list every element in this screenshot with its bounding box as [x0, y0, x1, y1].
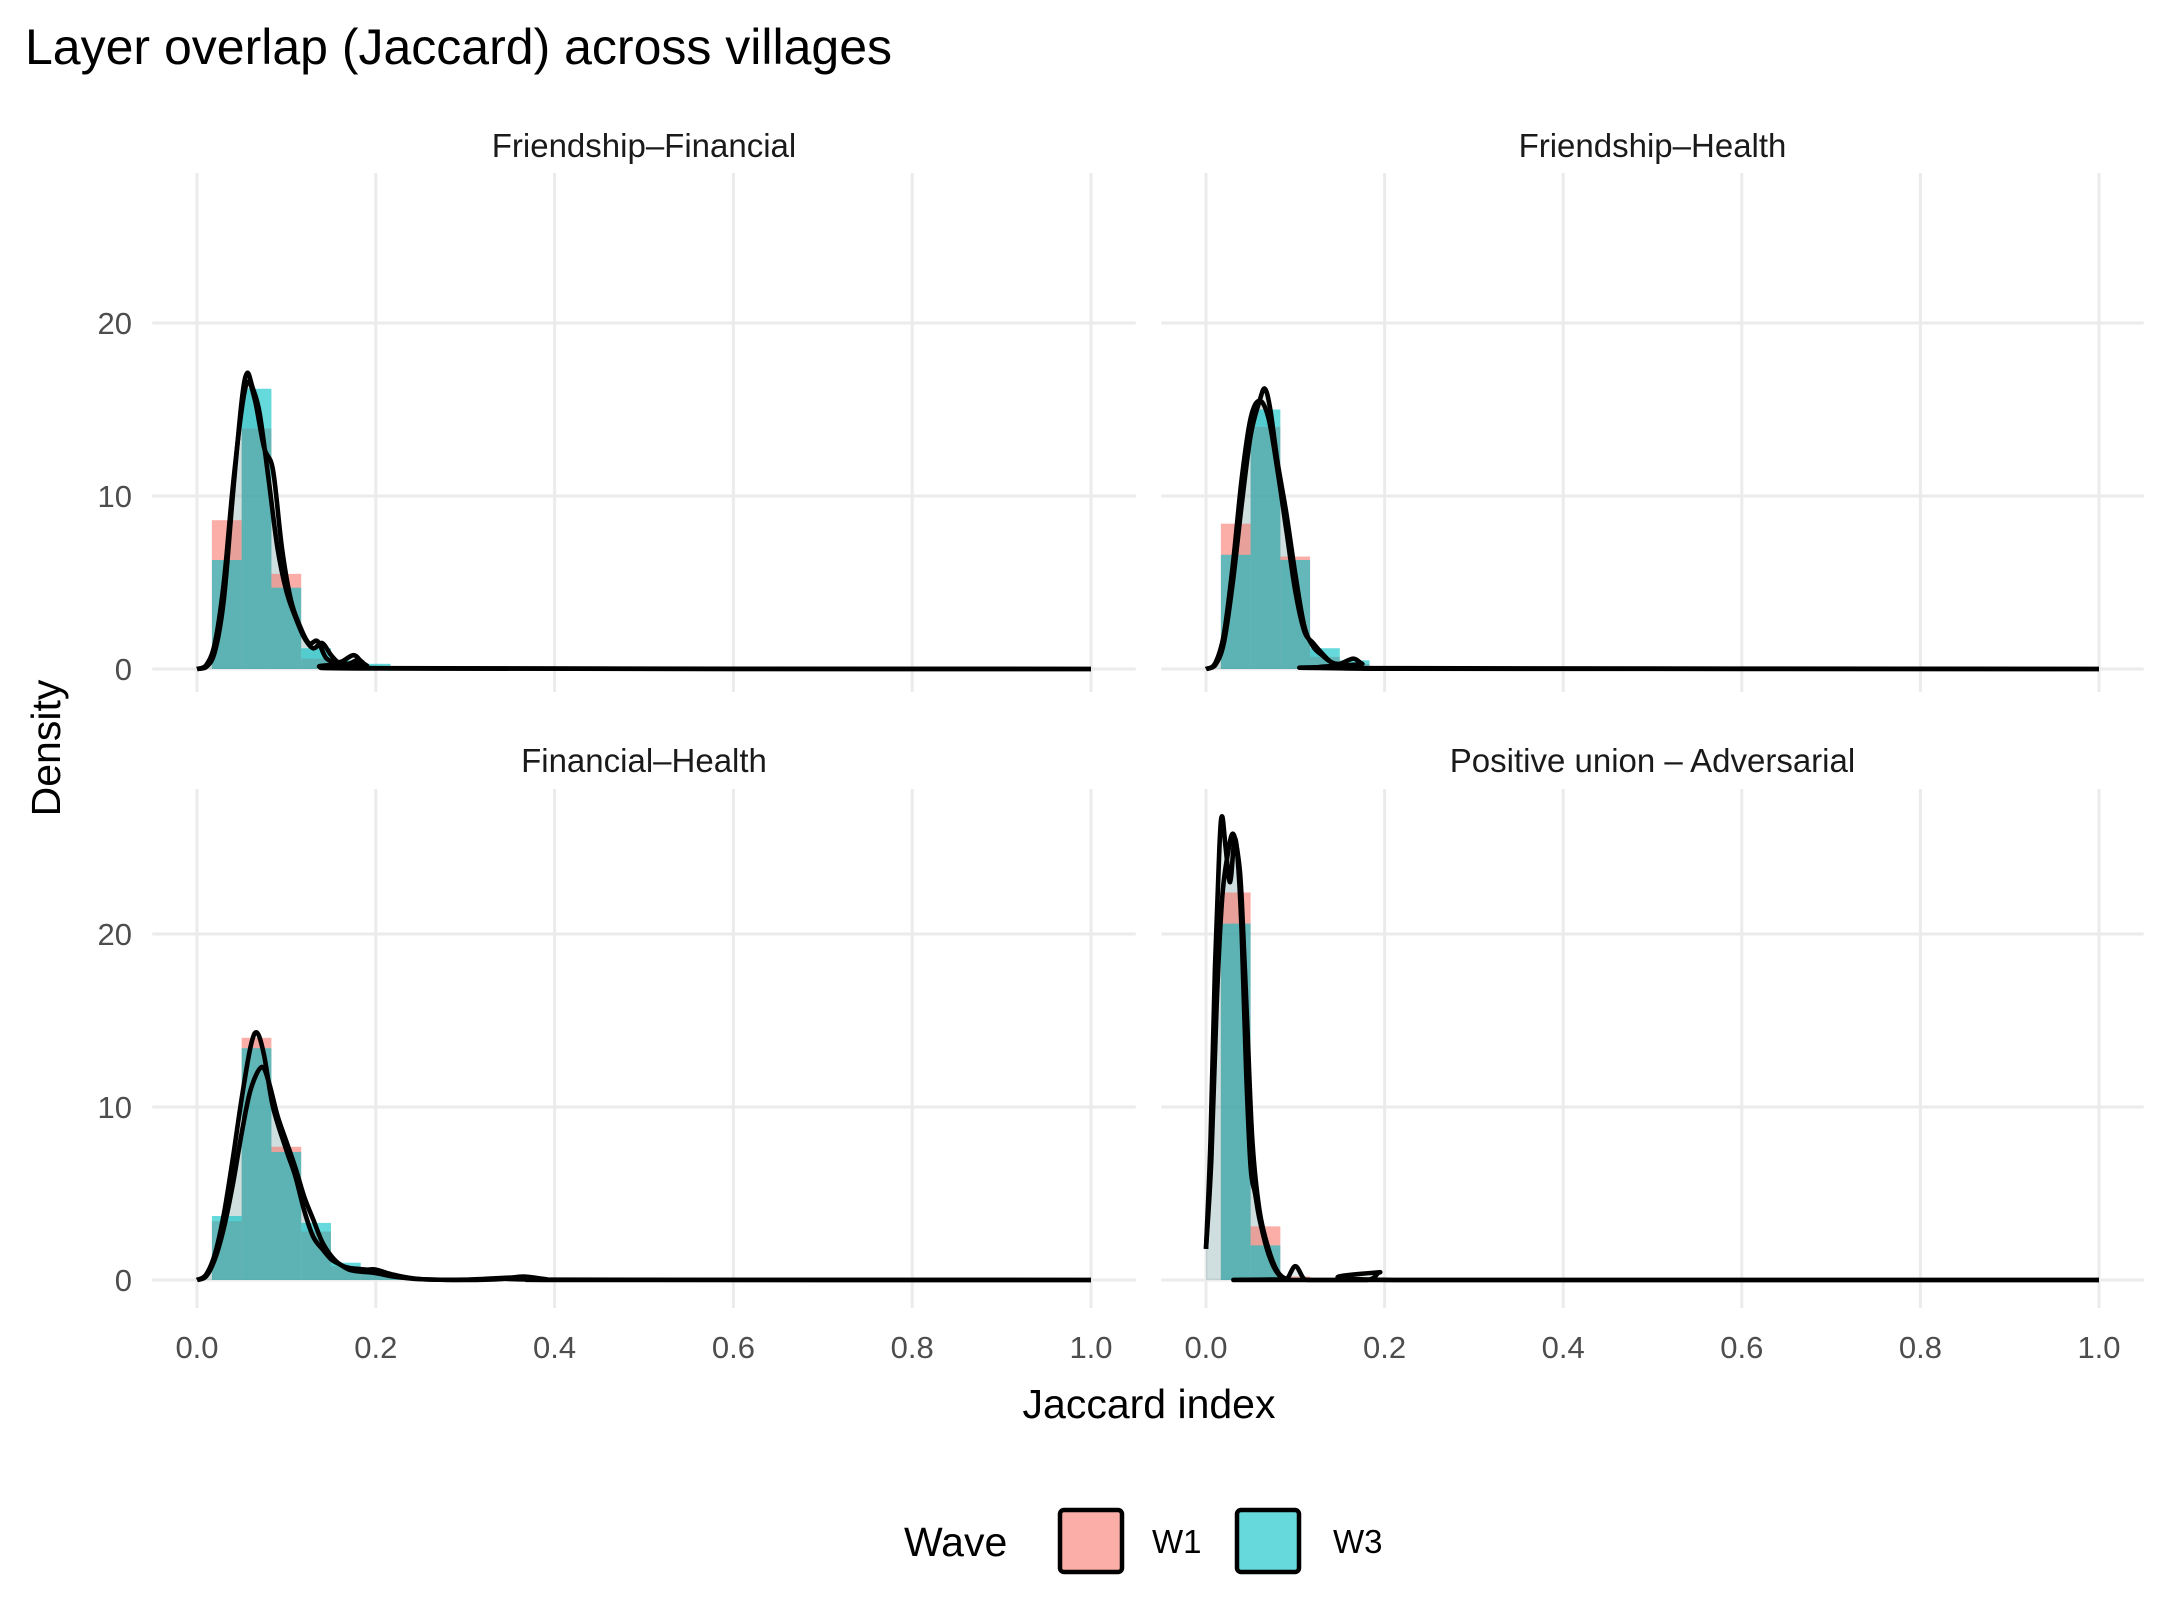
x-tick-label: 1.0: [1069, 1330, 1112, 1365]
panel-3: Financial–Health 0 10 20 0.0 0.2 0.4 0.6 0.8 1.0: [98, 742, 1136, 1365]
legend-key-w1: [1057, 1507, 1125, 1575]
y-tick-label: 20: [98, 306, 132, 341]
y-axis-title: Density: [23, 679, 69, 816]
density-fill-w3: [197, 381, 1091, 669]
facet-strip-label: Friendship–Financial: [492, 127, 797, 164]
legend-label-w1: W1: [1152, 1523, 1202, 1560]
x-axis-title: Jaccard index: [1023, 1381, 1276, 1427]
density-line-w1: [1204, 398, 2100, 672]
panel-4: Positive union – Adversarial 0.0 0.2 0.4 0.6…: [1161, 742, 2144, 1365]
density-fill-w1: [197, 1032, 1091, 1280]
panel-2: Friendship–Health: [1161, 127, 2144, 692]
density-fill-w1: [1206, 816, 2099, 1280]
panel-1: Friendship–Financial 0 10 20: [98, 127, 1136, 692]
y-tick-label: 0: [115, 652, 132, 687]
panels: Friendship–Financial 0 10 20 Friendship–Heal…: [98, 127, 2144, 1365]
x-tick-label: 0.4: [1542, 1330, 1585, 1365]
y-tick-label: 10: [98, 479, 132, 514]
density-line-w3: [196, 379, 1092, 672]
histogram-bar-w3: [241, 1048, 272, 1280]
chart-title: Layer overlap (Jaccard) across villages: [25, 19, 892, 75]
y-tick-label: 20: [98, 917, 132, 952]
x-tick-label: 1.0: [2077, 1330, 2120, 1365]
legend-title: Wave: [904, 1519, 1007, 1565]
x-tick-label: 0.6: [1720, 1330, 1763, 1365]
density-line-w3: [1203, 831, 2099, 1283]
density-fill-w1: [197, 372, 1091, 669]
x-tick-label: 0.4: [533, 1330, 576, 1365]
x-tick-label: 0.0: [1184, 1330, 1227, 1365]
density-fill-w3: [1206, 388, 2099, 669]
histogram-bar-w3: [271, 587, 302, 669]
y-tick-label: 10: [98, 1090, 132, 1125]
density-line-w1: [196, 370, 1092, 672]
density-fill-w3: [1206, 833, 2099, 1280]
x-tick-label: 0.8: [891, 1330, 934, 1365]
density-line-w3: [1205, 386, 2100, 672]
legend-label-w3: W3: [1333, 1523, 1383, 1560]
x-tick-label: 0.8: [1899, 1330, 1942, 1365]
facet-strip-label: Friendship–Health: [1519, 127, 1787, 164]
density-line-w1: [1203, 814, 2099, 1283]
histogram-bar-w3: [360, 1273, 391, 1280]
x-tick-label: 0.6: [712, 1330, 755, 1365]
density-line-w1: [195, 1030, 1091, 1283]
facet-strip-label: Positive union – Adversarial: [1450, 742, 1855, 779]
legend-key-w3: [1234, 1507, 1302, 1575]
y-tick-label: 0: [115, 1263, 132, 1298]
density-line-w3: [196, 1064, 1092, 1283]
density-fill-w1: [1206, 400, 2099, 669]
x-tick-label: 0.2: [1363, 1330, 1406, 1365]
density-fill-w3: [197, 1067, 1091, 1280]
x-tick-label: 0.0: [175, 1330, 218, 1365]
histogram-bar-w3: [241, 388, 272, 669]
legend: Wave W1 W3: [904, 1507, 1383, 1575]
facet-strip-label: Financial–Health: [521, 742, 767, 779]
x-tick-label: 0.2: [354, 1330, 397, 1365]
